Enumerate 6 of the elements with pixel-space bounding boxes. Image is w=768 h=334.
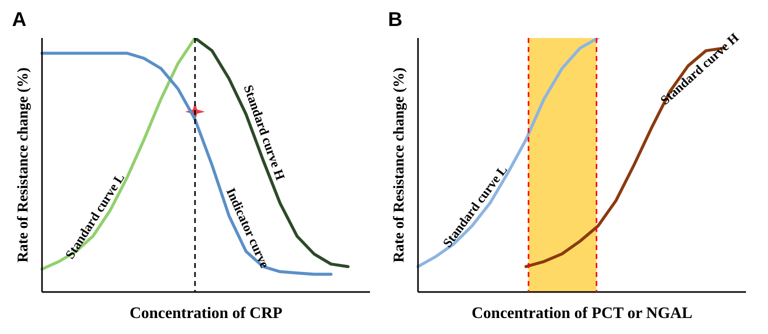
chart-title: A (12, 9, 26, 31)
x-axis-title: Concentration of PCT or NGAL (472, 305, 692, 322)
x-axis-title: Concentration of CRP (130, 305, 283, 322)
chart-title: B (388, 9, 402, 31)
y-axis-title: Rate of Resistance change (%) (391, 68, 408, 262)
y-axis-title: Rate of Resistance change (%) (15, 68, 32, 262)
